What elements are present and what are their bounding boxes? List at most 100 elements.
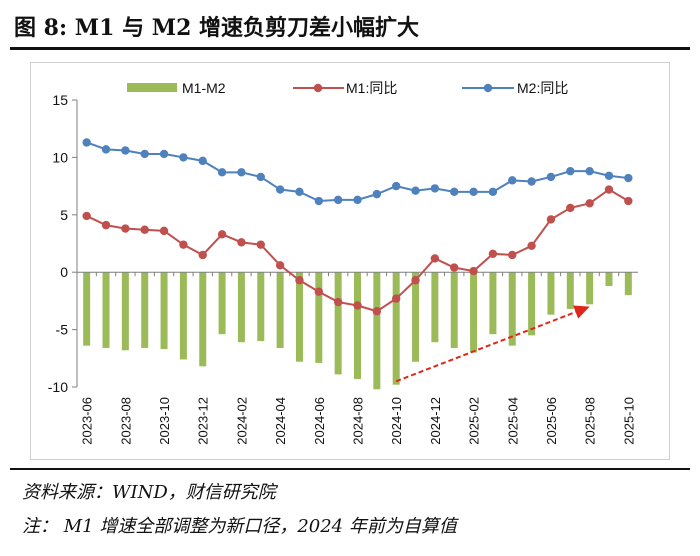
point-m1 <box>333 297 343 307</box>
point-m1 <box>546 215 556 224</box>
point-m2 <box>488 187 498 197</box>
point-m2 <box>314 196 324 206</box>
point-m1 <box>488 249 498 259</box>
point-m1 <box>430 254 440 263</box>
x-tick-label: 2024-12 <box>428 397 443 445</box>
legend: M1-M2 M1:同比 M2:同比 <box>127 80 568 96</box>
x-tick-label: 2023-06 <box>80 397 95 445</box>
y-tick-label: 5 <box>60 207 68 223</box>
trend-arrow-head <box>573 305 590 319</box>
point-m1 <box>275 261 285 270</box>
bar-m1-m2 <box>470 272 478 353</box>
legend-label-m1-m2: M1-M2 <box>182 80 226 96</box>
bar-m1-m2 <box>160 272 168 350</box>
point-m2 <box>217 168 227 177</box>
bar-m1-m2 <box>412 272 420 362</box>
bar-m1-m2 <box>315 272 323 363</box>
x-tick-label: 2024-02 <box>234 397 249 445</box>
point-m1 <box>566 203 575 213</box>
bar-m1-m2 <box>528 272 536 336</box>
point-m1 <box>469 266 478 276</box>
point-m2 <box>546 172 556 182</box>
point-m2 <box>450 187 459 197</box>
point-m2 <box>411 186 420 195</box>
footer-rule <box>10 468 690 470</box>
legend-label-m2: M2:同比 <box>517 80 568 96</box>
point-m2 <box>295 187 304 197</box>
point-m1 <box>121 224 130 233</box>
page-title: 图 8: M1 与 M2 增速负剪刀差小幅扩大 <box>14 15 420 41</box>
bar-m1-m2 <box>199 272 207 367</box>
y-tick-label: -10 <box>48 379 68 395</box>
line-series <box>82 138 633 316</box>
point-m1 <box>391 294 401 303</box>
trend-annotation <box>395 305 590 383</box>
point-m1 <box>256 240 265 249</box>
point-m1 <box>372 307 382 316</box>
point-m2 <box>527 177 536 186</box>
point-m2 <box>430 184 440 193</box>
point-m1 <box>198 250 207 260</box>
point-m2 <box>179 153 188 162</box>
point-m1 <box>314 287 324 296</box>
point-m2 <box>140 149 149 159</box>
title-rule <box>10 47 690 50</box>
bar-m1-m2 <box>586 272 594 305</box>
point-m2 <box>82 138 91 147</box>
point-m2 <box>256 172 265 182</box>
point-m2 <box>469 187 478 197</box>
x-tick-label: 2023-12 <box>196 397 211 445</box>
point-m1 <box>411 276 420 285</box>
bar-m1-m2 <box>276 272 284 348</box>
legend-label-m1: M1:同比 <box>346 80 397 96</box>
point-m2 <box>585 166 594 176</box>
y-axis: -10 -5 0 5 10 15 <box>48 92 78 395</box>
point-m2 <box>275 185 285 194</box>
point-m1 <box>295 276 304 285</box>
bar-m1-m2 <box>218 272 226 335</box>
bar-m1-m2 <box>566 272 574 309</box>
bar-m1-m2 <box>489 272 497 335</box>
legend-marker-m1 <box>313 83 323 93</box>
point-m1 <box>624 196 633 206</box>
line-m2 <box>86 141 629 203</box>
chart: -10 -5 0 5 10 15 2023-06 2023-08 2023-10 2023-12… <box>48 80 638 445</box>
point-m2 <box>159 149 169 159</box>
x-tick-label: 2025-04 <box>505 397 520 445</box>
point-m1 <box>159 226 169 236</box>
point-m1 <box>237 238 246 247</box>
x-tick-label: 2024-04 <box>273 397 288 445</box>
bar-m1-m2 <box>102 272 110 348</box>
point-m2 <box>198 156 207 166</box>
bar-m1-m2 <box>295 272 303 362</box>
point-m2 <box>508 176 517 185</box>
bar-m1-m2 <box>354 272 361 379</box>
x-tick-label: 2023-08 <box>118 397 133 445</box>
point-m2 <box>604 171 614 180</box>
bar-m1-m2 <box>334 272 342 375</box>
point-m1 <box>450 263 459 272</box>
x-axis: 2023-06 2023-08 2023-10 2023-12 2024-02 2024-… <box>76 271 638 445</box>
footnote: 注： M1 增速全部调整为新口径，2024 年前为自算值 <box>22 516 457 537</box>
point-m2 <box>333 195 343 205</box>
point-m1 <box>604 185 614 194</box>
bar-m1-m2 <box>624 272 632 296</box>
y-tick-label: 0 <box>60 264 68 280</box>
point-m1 <box>140 225 149 234</box>
point-m2 <box>121 146 130 155</box>
legend-swatch-m1-m2 <box>127 83 177 92</box>
bar-m1-m2 <box>547 272 555 315</box>
point-m1 <box>508 250 517 260</box>
chart-frame <box>30 62 670 460</box>
bar-m1-m2 <box>237 272 245 343</box>
bar-m1-m2 <box>373 272 381 390</box>
x-tick-label: 2025-10 <box>621 397 636 445</box>
x-tick-label: 2025-02 <box>467 397 482 445</box>
x-tick-label: 2023-10 <box>157 397 172 445</box>
bar-m1-m2 <box>392 272 400 385</box>
point-m1 <box>353 301 362 310</box>
x-tick-label: 2024-10 <box>389 397 404 445</box>
point-m2 <box>237 168 246 177</box>
point-m2 <box>353 195 362 205</box>
bar-m1-m2 <box>431 272 439 343</box>
